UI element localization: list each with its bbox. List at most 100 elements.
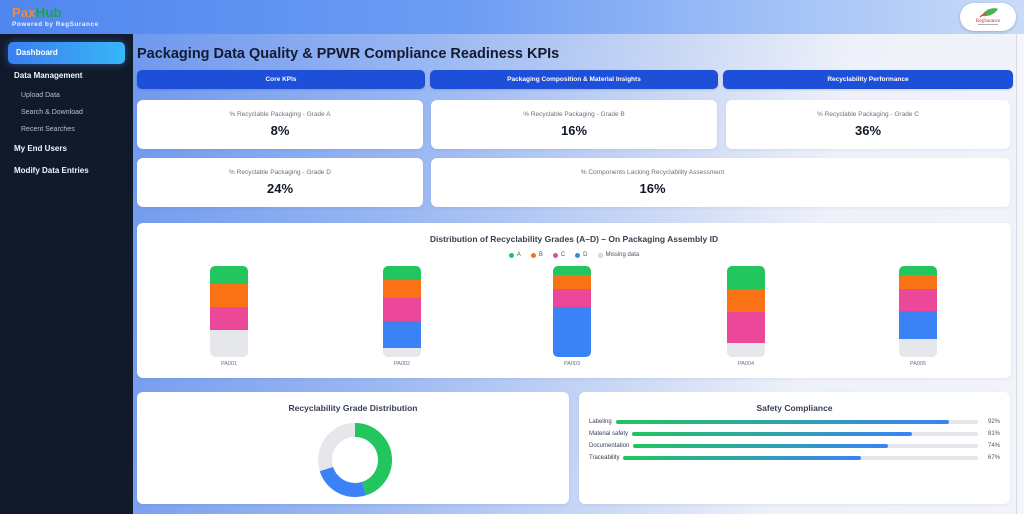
bar-segment-a[interactable] xyxy=(383,266,421,280)
compliance-track xyxy=(623,456,978,460)
donut-chart xyxy=(318,423,392,497)
bar-segment-missing-data[interactable] xyxy=(899,338,937,357)
bar-segment-d[interactable] xyxy=(383,320,421,348)
bar-segment-a[interactable] xyxy=(727,266,765,289)
compliance-fill xyxy=(633,444,889,448)
compliance-track xyxy=(615,420,978,424)
sidebar-item-dashboard[interactable]: Dashboard xyxy=(8,42,125,64)
x-tick-label: PA004 xyxy=(737,361,755,367)
powered-by-text: Powered by RegSurance xyxy=(12,21,99,28)
x-tick-label: PA003 xyxy=(563,361,581,367)
legend-item-a[interactable]: A xyxy=(508,252,521,258)
safety-title: Safety Compliance xyxy=(756,403,833,413)
compliance-row-labeling: Labeling 92% xyxy=(589,417,1000,427)
stacked-bar-pa003[interactable] xyxy=(553,266,591,357)
legend-label: D xyxy=(583,252,588,258)
kpi-value: 24% xyxy=(266,181,294,196)
tab-recyclability-performance[interactable]: Recyclability Performance xyxy=(723,70,1013,89)
bar-segment-missing-data[interactable] xyxy=(727,343,765,357)
compliance-label: Documentation xyxy=(589,443,630,449)
stacked-bar-pa005[interactable] xyxy=(899,266,937,357)
compliance-value: 81% xyxy=(987,431,1000,437)
sidebar-item-data-management[interactable]: Data Management xyxy=(14,71,83,80)
sidebar: Dashboard Data Management Upload Data Se… xyxy=(0,34,133,514)
compliance-row-traceability: Traceability 67% xyxy=(589,453,1000,463)
brand-logo[interactable]: PaxHub Powered by RegSurance xyxy=(12,5,99,28)
kpi-label: % Components Lacking Recyclability Asses… xyxy=(580,169,725,176)
stacked-bar-pa001[interactable] xyxy=(210,266,248,357)
brand-name-part2: Hub xyxy=(35,5,62,20)
sidebar-item-my-end-users[interactable]: My End Users xyxy=(14,144,67,153)
compliance-label: Traceability xyxy=(589,455,620,461)
legend-item-d[interactable]: D xyxy=(575,252,588,258)
kpi-card-grade-a: % Recyclable Packaging - Grade A 8% xyxy=(137,100,423,149)
bar-segment-c[interactable] xyxy=(210,306,248,330)
kpi-label: % Recyclable Packaging - Grade A xyxy=(229,111,331,118)
bar-segment-d[interactable] xyxy=(899,311,937,339)
compliance-label: Labeling xyxy=(589,419,612,425)
bar-segment-c[interactable] xyxy=(899,288,937,312)
compliance-row-material-safety: Material safety 81% xyxy=(589,429,1000,439)
bar-segment-b[interactable] xyxy=(210,284,248,307)
tab-packaging-composition[interactable]: Packaging Composition & Material Insight… xyxy=(430,70,718,89)
sidebar-item-search-download[interactable]: Search & Download xyxy=(21,109,83,116)
bar-segment-c[interactable] xyxy=(727,311,765,344)
legend-swatch xyxy=(508,252,514,258)
bar-segment-b[interactable] xyxy=(727,288,765,312)
legend-swatch xyxy=(597,252,603,258)
stacked-bar-pa004[interactable] xyxy=(727,266,765,357)
kpi-card-lacking-assessment: % Components Lacking Recyclability Asses… xyxy=(431,158,1010,207)
safety-compliance-card: Safety Compliance Labeling 92% Material sa… xyxy=(579,392,1010,504)
kpi-card-grade-b: % Recyclable Packaging - Grade B 16% xyxy=(431,100,717,149)
scrollbar[interactable] xyxy=(1016,34,1024,514)
bar-segment-c[interactable] xyxy=(553,288,591,307)
x-tick-label: PA001 xyxy=(220,361,238,367)
leaf-logo-icon: RegSurance xyxy=(976,8,1001,25)
legend-item-c[interactable]: C xyxy=(552,252,566,258)
legend-label: Missing data xyxy=(605,252,640,258)
chart-legend: A B C D Missing data xyxy=(137,252,1011,258)
bar-segment-b[interactable] xyxy=(899,275,937,289)
compliance-fill xyxy=(615,420,949,424)
partner-logo[interactable]: RegSurance xyxy=(960,3,1016,31)
kpi-label: % Recyclable Packaging - Grade B xyxy=(523,111,625,118)
kpi-label: % Recyclable Packaging - Grade C xyxy=(817,111,919,118)
sidebar-item-modify-data-entries[interactable]: Modify Data Entries xyxy=(14,166,89,175)
donut-slice-d[interactable] xyxy=(318,423,392,497)
legend-label: C xyxy=(560,252,566,258)
compliance-fill xyxy=(623,456,861,460)
bar-segment-a[interactable] xyxy=(553,266,591,276)
kpi-label: % Recyclable Packaging - Grade D xyxy=(229,169,331,176)
tab-core-kpis[interactable]: Core KPIs xyxy=(137,70,425,89)
sidebar-item-recent-searches[interactable]: Recent Searches xyxy=(21,126,75,133)
bar-segment-c[interactable] xyxy=(383,297,421,321)
compliance-row-documentation: Documentation 74% xyxy=(589,441,1000,451)
kpi-value: 36% xyxy=(854,123,882,138)
bar-segment-a[interactable] xyxy=(899,266,937,276)
kpi-value: 16% xyxy=(560,123,588,138)
legend-item-b[interactable]: B xyxy=(530,252,543,258)
bar-segment-missing-data[interactable] xyxy=(383,347,421,357)
donut-slice-missing-data[interactable] xyxy=(318,423,392,497)
bar-segment-missing-data[interactable] xyxy=(210,329,248,357)
compliance-track xyxy=(632,432,978,436)
legend-swatch xyxy=(552,252,558,258)
x-tick-label: PA002 xyxy=(393,361,411,367)
legend-label: B xyxy=(538,252,543,258)
bar-segment-d[interactable] xyxy=(553,306,591,357)
page-title: Packaging Data Quality & PPWR Compliance… xyxy=(137,46,560,62)
compliance-value: 92% xyxy=(987,419,1000,425)
stacked-bar-pa002[interactable] xyxy=(383,266,421,357)
compliance-label: Material safety xyxy=(589,431,629,437)
bar-segment-b[interactable] xyxy=(553,275,591,289)
compliance-fill xyxy=(632,432,913,436)
legend-item-missing[interactable]: Missing data xyxy=(597,252,640,258)
kpi-card-grade-d: % Recyclable Packaging - Grade D 24% xyxy=(137,158,423,207)
sidebar-item-upload-data[interactable]: Upload Data xyxy=(21,92,60,99)
compliance-track xyxy=(633,444,978,448)
bar-segment-b[interactable] xyxy=(383,279,421,298)
bar-segment-a[interactable] xyxy=(210,266,248,285)
legend-swatch xyxy=(575,252,581,258)
kpi-value: 16% xyxy=(639,181,666,196)
compliance-value: 67% xyxy=(987,455,1000,461)
